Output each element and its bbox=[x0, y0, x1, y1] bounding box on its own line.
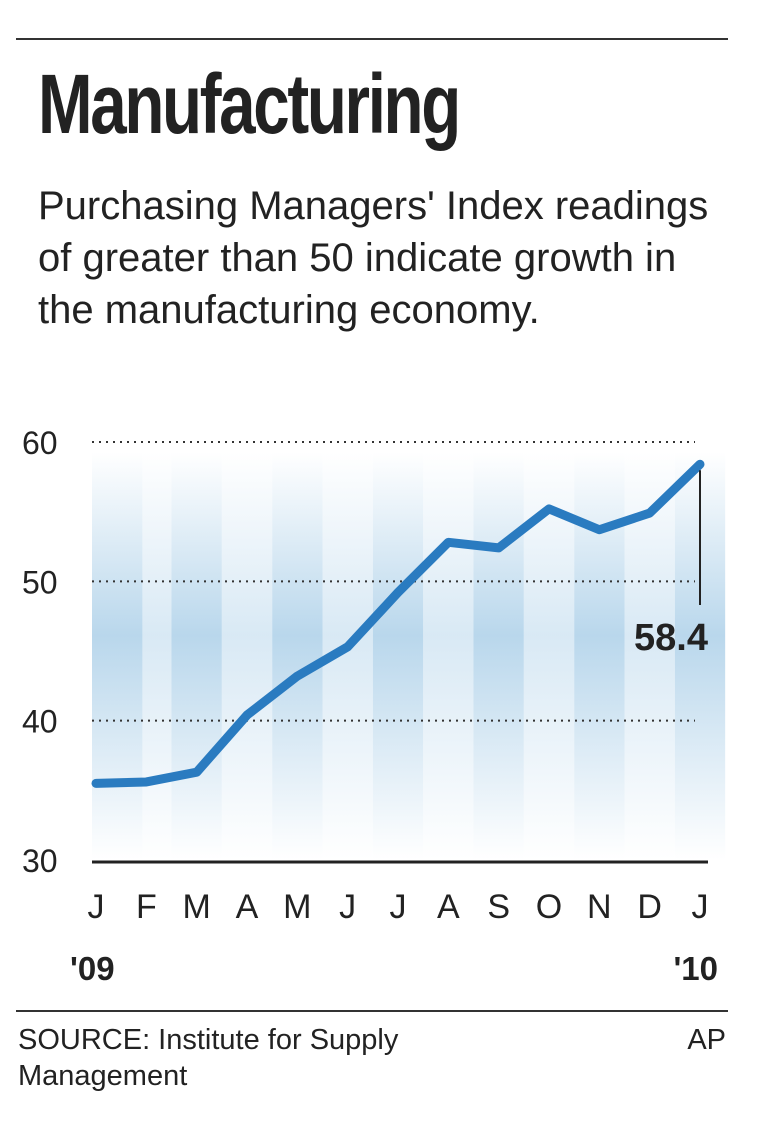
x-tick-label: A bbox=[437, 888, 460, 926]
annotation-label: 58.4 bbox=[634, 617, 708, 659]
month-band bbox=[473, 452, 524, 860]
chart-title: Manufacturing bbox=[38, 57, 461, 151]
x-tick-label: J bbox=[692, 888, 709, 926]
x-tick-label: A bbox=[236, 888, 259, 926]
year-label-start: '09 bbox=[70, 950, 115, 987]
y-tick-label: 40 bbox=[22, 704, 58, 740]
chart-subtitle: Purchasing Managers' Index readings of g… bbox=[38, 184, 709, 332]
credit: AP bbox=[687, 1024, 726, 1056]
month-band bbox=[272, 452, 323, 860]
top-rule bbox=[16, 38, 728, 40]
month-band bbox=[574, 452, 625, 860]
bottom-rule bbox=[16, 1010, 728, 1012]
y-tick-label: 50 bbox=[22, 564, 58, 600]
x-tick-label: J bbox=[390, 888, 407, 926]
month-band bbox=[121, 452, 172, 860]
month-band bbox=[221, 452, 273, 860]
x-tick-label: J bbox=[88, 888, 105, 926]
x-tick-label: D bbox=[637, 888, 662, 926]
x-tick-label: F bbox=[136, 888, 157, 926]
month-band bbox=[423, 452, 474, 860]
year-label-end: '10 bbox=[673, 950, 718, 987]
month-band bbox=[372, 452, 424, 860]
x-tick-label: S bbox=[487, 888, 510, 926]
y-tick-label: 30 bbox=[22, 843, 58, 879]
x-tick-label: O bbox=[536, 888, 562, 926]
x-tick-label: M bbox=[183, 888, 211, 926]
x-tick-label: N bbox=[587, 888, 612, 926]
source-note: SOURCE: Institute for Supply Management bbox=[18, 1024, 399, 1092]
y-tick-label: 60 bbox=[22, 425, 58, 461]
x-tick-label: M bbox=[283, 888, 311, 926]
month-band bbox=[171, 452, 222, 860]
x-tick-label: J bbox=[339, 888, 356, 926]
